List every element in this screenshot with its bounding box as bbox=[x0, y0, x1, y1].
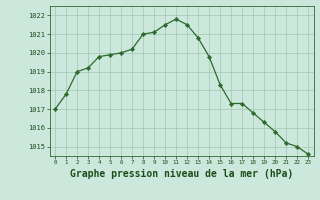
X-axis label: Graphe pression niveau de la mer (hPa): Graphe pression niveau de la mer (hPa) bbox=[70, 169, 293, 179]
